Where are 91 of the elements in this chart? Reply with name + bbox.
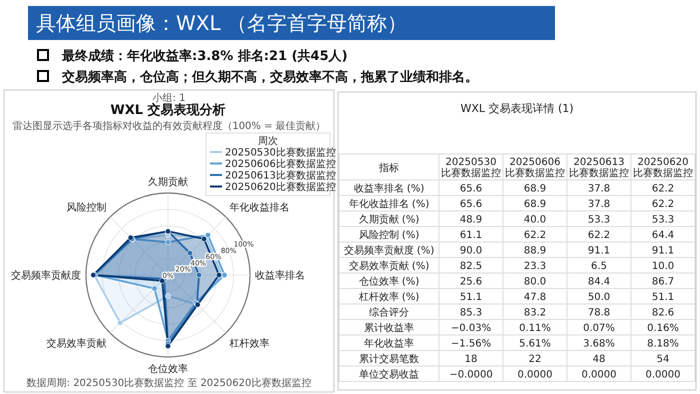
text: 6.5	[591, 261, 607, 272]
text: 53.3	[652, 214, 674, 226]
text: 22	[528, 354, 542, 365]
text: 82.6	[652, 308, 674, 318]
text: 48.9	[460, 214, 482, 226]
text: 47.8	[524, 292, 546, 303]
text: 65.6	[460, 184, 482, 194]
text: 0.0000	[646, 370, 680, 380]
spoke-label: 仓位效率	[148, 363, 188, 375]
text: WXL 交易表现详情 (1)	[460, 102, 574, 115]
text: 指标	[378, 162, 399, 174]
text: 0.07%	[583, 323, 615, 334]
text: 83.2	[524, 308, 546, 318]
text: 68.9	[524, 184, 546, 194]
text: 23.3	[524, 261, 546, 272]
text: 0.0000	[582, 370, 616, 380]
category-label: 交易频率贡献度 (%)	[344, 246, 434, 256]
text: 18	[464, 354, 478, 365]
text: 65.6	[460, 199, 482, 210]
category-label: 交易效率贡献 (%)	[348, 261, 430, 272]
spoke-label: 风险控制	[66, 201, 106, 214]
text: 具体组员画像：WXL （名字首字母简称）	[36, 11, 407, 35]
category-label: 20250530比赛数据监控	[441, 157, 501, 179]
text: 3.68%	[583, 338, 615, 350]
category-label: 综合评分	[369, 308, 409, 318]
category-label: 20250606比赛数据监控	[505, 157, 565, 179]
text: −1.56%	[450, 338, 492, 350]
category-label: 仓位效率 (%)	[358, 276, 420, 288]
text: 82.5	[460, 261, 482, 272]
text: −0.03%	[450, 323, 492, 334]
text: 90.0	[460, 246, 482, 256]
text: −0.0000	[449, 370, 493, 380]
text: 64.4	[652, 230, 674, 241]
text: 0.0000	[518, 370, 552, 380]
text: 交易频率高，仓位高；但久期不高，交易效率不高，拖累了业绩和排名。	[61, 69, 478, 85]
text: 62.2	[588, 230, 610, 241]
text: 61.1	[460, 230, 482, 241]
spoke-label: 久期贡献	[148, 176, 188, 188]
text: 68.9	[524, 199, 546, 210]
category-label: 收益率排名 (%)	[354, 184, 424, 194]
category-label: 累计交易笔数	[359, 354, 419, 365]
text: 25.6	[460, 276, 482, 288]
category-label: 20250620比赛数据监控	[633, 157, 693, 179]
spoke-label: 交易频率贡献度	[11, 270, 81, 282]
text: 86.7	[652, 276, 674, 288]
category-label: 累计收益率	[364, 323, 414, 334]
legend-label: 20250620比赛数据监控	[225, 181, 336, 193]
legend-label: 20250606比赛数据监控	[225, 158, 336, 170]
text: 54	[656, 354, 670, 365]
spoke-label: 交易效率贡献	[46, 338, 106, 350]
category-label: 单位交易收益	[359, 370, 419, 380]
text: 51.1	[460, 292, 482, 303]
text: 85.3	[460, 308, 482, 318]
text: 91.1	[588, 246, 610, 256]
text: 10.0	[652, 261, 674, 272]
category-label: 风险控制 (%)	[358, 230, 420, 241]
text: 88.9	[524, 246, 546, 256]
text: 50.0	[588, 292, 610, 303]
text: 84.4	[588, 276, 610, 288]
category-label: 杠杆效率 (%)	[358, 292, 420, 303]
text: 51.1	[652, 292, 674, 303]
category-label: 年化收益率	[364, 338, 414, 350]
text: 40.0	[524, 214, 546, 226]
spoke-label: 年化收益排名	[230, 201, 290, 214]
text: 最终成绩：年化收益率:3.8% 排名:21 (共45人)	[61, 48, 348, 64]
text: 37.8	[588, 199, 610, 210]
text: 小组: 1	[152, 92, 186, 104]
text: 48	[592, 354, 606, 365]
text: 62.2	[652, 184, 674, 194]
text: 0.11%	[519, 323, 551, 334]
text: 5.61%	[519, 338, 551, 350]
text: 数据周期: 20250530比赛数据监控 至 20250620比赛数据监控	[26, 377, 312, 389]
text: 37.8	[588, 184, 610, 194]
chart-subtitle: 雷达图显示选手各项指标对收益的有效贡献程度（100% = 最佳贡献）	[12, 120, 326, 132]
text: 62.2	[652, 199, 674, 210]
text: 80.0	[524, 276, 546, 288]
chart-title: WXL 交易表现分析	[110, 102, 226, 118]
text: 53.3	[588, 214, 610, 226]
text: 8.18%	[647, 338, 679, 350]
text: 62.2	[524, 230, 546, 241]
legend-label: 20250613比赛数据监控	[225, 170, 336, 182]
text: 91.1	[652, 246, 674, 256]
legend-title: 周次	[258, 136, 278, 147]
spoke-label: 收益率排名	[255, 270, 305, 282]
legend-label: 20250530比赛数据监控	[225, 146, 336, 158]
category-label: 年化收益排名 (%)	[348, 199, 430, 210]
spoke-label: 杠杆效率	[228, 338, 270, 350]
text: 78.8	[588, 308, 610, 318]
category-label: 20250613比赛数据监控	[569, 157, 629, 179]
text: 0.16%	[647, 323, 679, 334]
category-label: 久期贡献 (%)	[358, 214, 420, 226]
